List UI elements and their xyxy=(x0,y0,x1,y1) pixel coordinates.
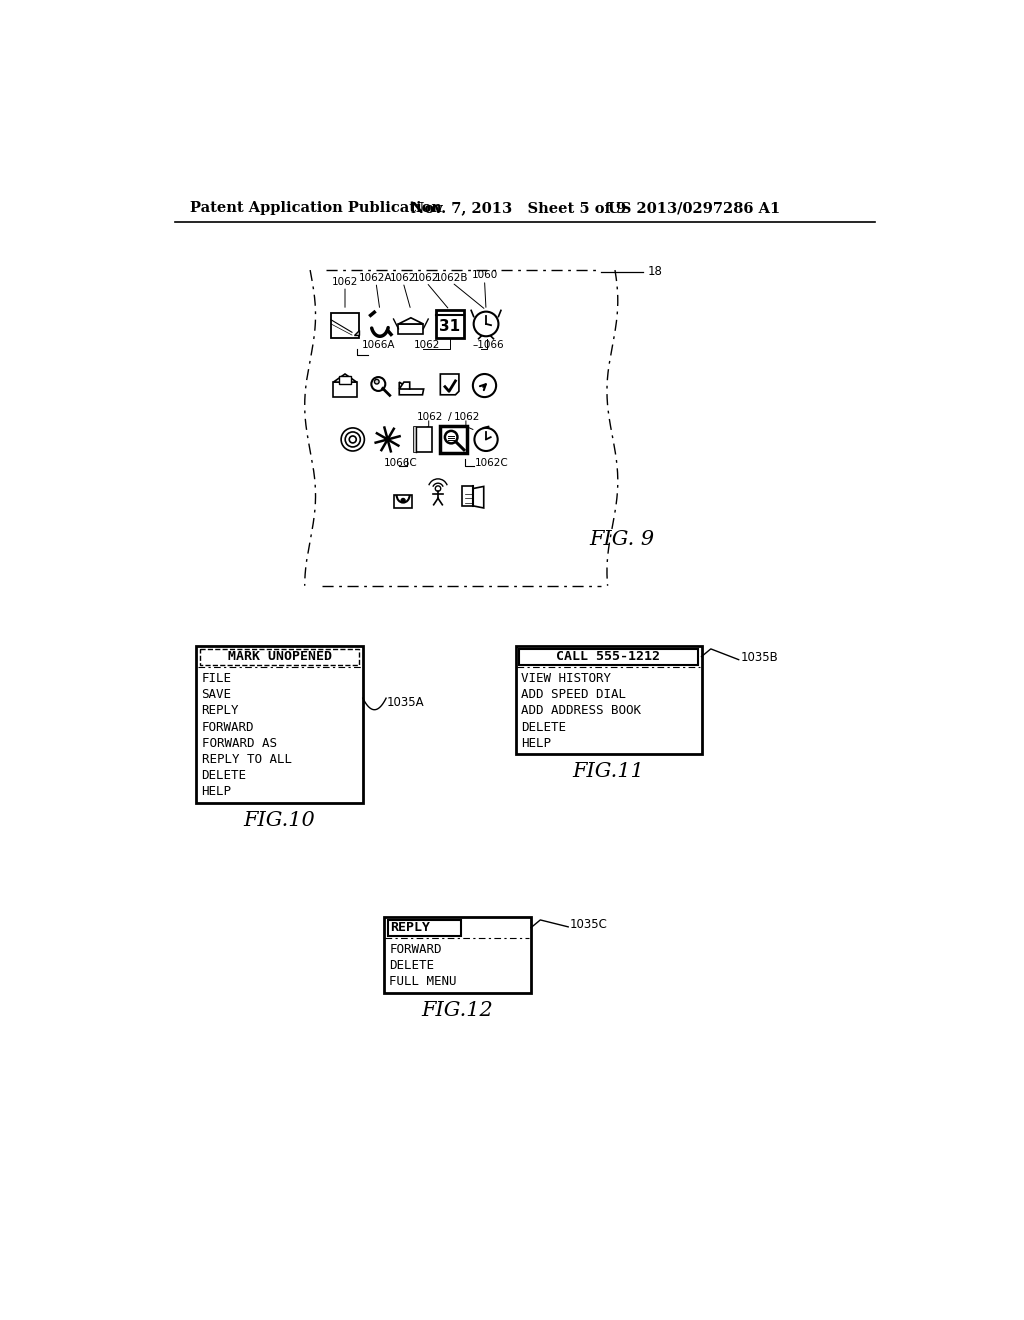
Polygon shape xyxy=(440,374,459,395)
Text: 1066C: 1066C xyxy=(384,458,418,467)
Bar xyxy=(384,917,531,993)
Polygon shape xyxy=(473,487,483,508)
Bar xyxy=(339,376,351,384)
Polygon shape xyxy=(399,381,424,395)
Text: Nov. 7, 2013   Sheet 5 of 9: Nov. 7, 2013 Sheet 5 of 9 xyxy=(411,202,626,215)
Polygon shape xyxy=(334,381,356,397)
Text: 1060: 1060 xyxy=(471,271,498,280)
Text: HELP: HELP xyxy=(521,737,551,750)
Bar xyxy=(200,649,359,665)
Text: FORWARD: FORWARD xyxy=(389,942,441,956)
Text: FILE: FILE xyxy=(202,672,231,685)
Polygon shape xyxy=(353,330,359,335)
Text: REPLY: REPLY xyxy=(390,921,430,935)
Circle shape xyxy=(474,312,499,337)
Text: MARK UNOPENED: MARK UNOPENED xyxy=(227,649,332,663)
Text: 1035A: 1035A xyxy=(387,696,424,709)
Text: 1062: 1062 xyxy=(417,412,443,422)
Polygon shape xyxy=(398,323,423,334)
Polygon shape xyxy=(334,374,356,381)
Text: ADD SPEED DIAL: ADD SPEED DIAL xyxy=(521,688,626,701)
Text: VIEW HISTORY: VIEW HISTORY xyxy=(521,672,611,685)
Bar xyxy=(331,313,359,338)
Text: Patent Application Publication: Patent Application Publication xyxy=(190,202,442,215)
Text: 1062C: 1062C xyxy=(475,458,509,467)
Circle shape xyxy=(401,499,406,503)
Circle shape xyxy=(444,430,458,444)
Text: ADD ADDRESS BOOK: ADD ADDRESS BOOK xyxy=(521,705,641,717)
Text: FORWARD: FORWARD xyxy=(202,721,254,734)
Text: REPLY: REPLY xyxy=(202,705,240,717)
Text: 1062B: 1062B xyxy=(435,273,469,282)
Text: 18: 18 xyxy=(647,265,663,279)
Bar xyxy=(435,310,464,338)
Text: 31: 31 xyxy=(439,318,460,334)
Bar xyxy=(394,495,412,508)
Text: FULL MENU: FULL MENU xyxy=(389,975,457,989)
Circle shape xyxy=(473,374,496,397)
Polygon shape xyxy=(398,318,423,323)
Text: 1062: 1062 xyxy=(414,273,439,282)
Text: REPLY TO ALL: REPLY TO ALL xyxy=(202,752,292,766)
Text: FIG. 9: FIG. 9 xyxy=(589,529,654,549)
Text: 1062: 1062 xyxy=(455,412,480,422)
Bar xyxy=(439,425,467,453)
Bar xyxy=(515,645,701,755)
Text: 1062: 1062 xyxy=(414,339,440,350)
Text: –1066: –1066 xyxy=(473,339,505,350)
Text: 1035C: 1035C xyxy=(569,917,607,931)
Text: DELETE: DELETE xyxy=(202,770,247,781)
Bar xyxy=(519,649,697,665)
Text: 1035B: 1035B xyxy=(740,651,778,664)
Text: HELP: HELP xyxy=(202,785,231,799)
Bar xyxy=(197,645,362,803)
Bar xyxy=(414,428,432,451)
Circle shape xyxy=(375,379,379,384)
Text: SAVE: SAVE xyxy=(202,688,231,701)
Circle shape xyxy=(372,378,385,391)
Polygon shape xyxy=(462,487,473,506)
Text: 1062: 1062 xyxy=(390,273,417,282)
Circle shape xyxy=(474,428,498,451)
Text: /: / xyxy=(447,412,452,422)
Bar xyxy=(414,428,416,451)
Text: CALL 555-1212: CALL 555-1212 xyxy=(556,649,660,663)
Text: DELETE: DELETE xyxy=(389,960,434,973)
Text: 1066A: 1066A xyxy=(362,339,395,350)
Text: FIG.11: FIG.11 xyxy=(572,763,644,781)
Text: DELETE: DELETE xyxy=(521,721,566,734)
Text: 1062: 1062 xyxy=(332,277,358,286)
Text: 1062A: 1062A xyxy=(359,273,393,282)
Text: FIG.10: FIG.10 xyxy=(244,810,315,830)
Bar xyxy=(388,920,461,936)
Text: US 2013/0297286 A1: US 2013/0297286 A1 xyxy=(608,202,780,215)
Text: FORWARD AS: FORWARD AS xyxy=(202,737,276,750)
Text: FIG.12: FIG.12 xyxy=(422,1001,494,1020)
Polygon shape xyxy=(399,381,410,389)
